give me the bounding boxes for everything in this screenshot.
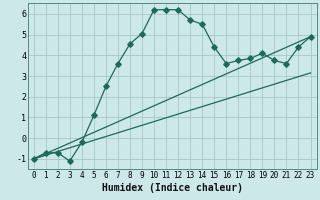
X-axis label: Humidex (Indice chaleur): Humidex (Indice chaleur) — [101, 182, 243, 193]
